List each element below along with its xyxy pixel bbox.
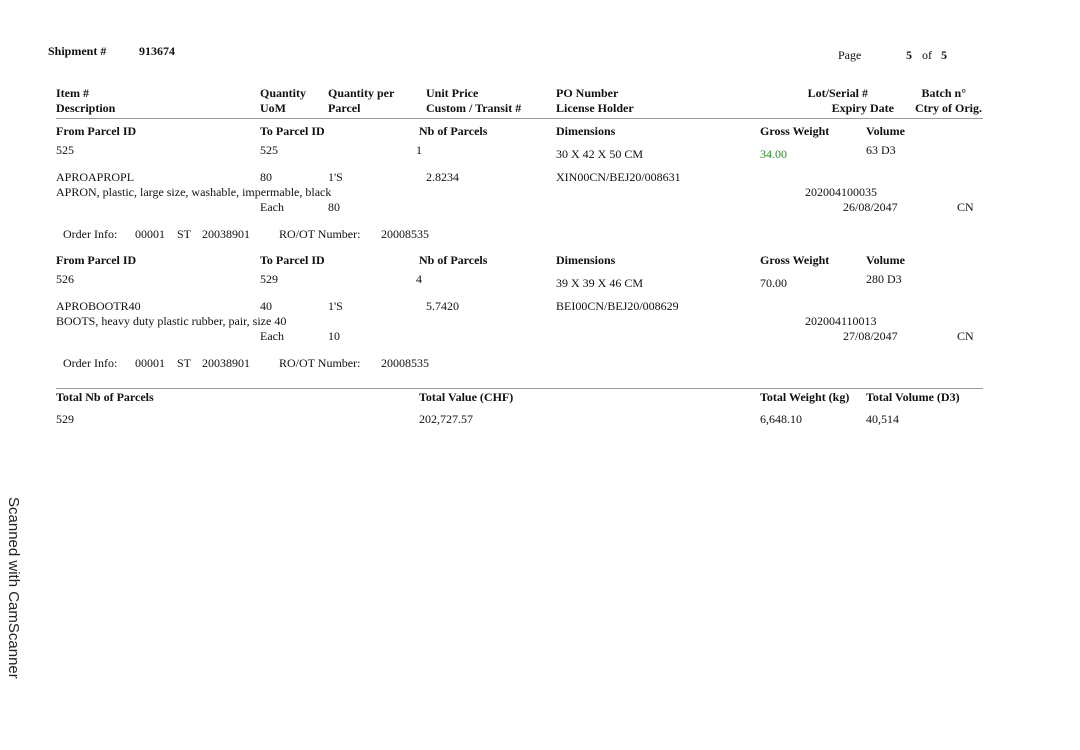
parcel-qty-value: 80 xyxy=(328,200,340,214)
order-code-3: 20038901 xyxy=(202,356,250,370)
shipment-number: 913674 xyxy=(139,44,175,58)
col-expiry-date: Expiry Date xyxy=(831,101,894,115)
unit-price-value: 2.8234 xyxy=(426,170,459,184)
gross-weight-header: Gross Weight xyxy=(760,124,830,138)
order-code-2: ST xyxy=(177,227,192,241)
gross-weight-value: 70.00 xyxy=(760,276,787,290)
from-parcel-value: 525 xyxy=(56,143,74,157)
col-uom: UoM xyxy=(260,101,286,115)
col-po-number: PO Number xyxy=(556,86,619,100)
item-description: APRON, plastic, large size, washable, im… xyxy=(56,185,332,199)
order-code-1: 00001 xyxy=(135,356,165,370)
col-qty-per: Quantity per xyxy=(328,86,395,100)
total-weight-value: 6,648.10 xyxy=(760,412,802,426)
lot-serial-value: 202004100035 xyxy=(805,185,877,199)
total-weight-label: Total Weight (kg) xyxy=(760,390,850,404)
dimensions-header: Dimensions xyxy=(556,253,616,267)
dimensions-value: 39 X 39 X 46 CM xyxy=(556,276,644,290)
volume-header: Volume xyxy=(866,253,905,267)
to-parcel-value: 525 xyxy=(260,143,278,157)
dimensions-header: Dimensions xyxy=(556,124,616,138)
to-parcel-header: To Parcel ID xyxy=(260,124,325,138)
expiry-date-value: 26/08/2047 xyxy=(843,200,898,214)
order-info-label: Order Info: xyxy=(63,227,118,241)
gross-weight-header: Gross Weight xyxy=(760,253,830,267)
po-number-value: BEI00CN/BEJ20/008629 xyxy=(556,299,679,313)
item-number: APROAPROPL xyxy=(56,170,135,184)
page-of: of xyxy=(922,48,932,62)
page-label: Page xyxy=(838,48,862,62)
po-number-value: XIN00CN/BEJ20/008631 xyxy=(556,170,681,184)
scanner-watermark: Scanned with CamScanner xyxy=(5,497,22,679)
col-item: Item # xyxy=(56,86,89,100)
ctry-value: CN xyxy=(957,200,974,214)
ro-ot-value: 20008535 xyxy=(381,356,429,370)
page-total: 5 xyxy=(941,48,947,62)
order-code-2: ST xyxy=(177,356,192,370)
unit-price-value: 5.7420 xyxy=(426,299,459,313)
expiry-date-value: 27/08/2047 xyxy=(843,329,898,343)
quantity-value: 40 xyxy=(260,299,272,313)
col-batch: Batch n° xyxy=(921,86,966,100)
col-quantity: Quantity xyxy=(260,86,307,100)
nb-parcels-header: Nb of Parcels xyxy=(419,253,488,267)
item-description: BOOTS, heavy duty plastic rubber, pair, … xyxy=(56,314,287,328)
col-custom-transit: Custom / Transit # xyxy=(426,101,522,115)
header-rule xyxy=(56,118,983,119)
col-lot-serial: Lot/Serial # xyxy=(807,86,868,100)
from-parcel-header: From Parcel ID xyxy=(56,253,137,267)
qty-per-value: 1'S xyxy=(328,299,343,313)
ro-ot-label: RO/OT Number: xyxy=(279,356,361,370)
ctry-value: CN xyxy=(957,329,974,343)
total-value-label: Total Value (CHF) xyxy=(419,390,514,404)
totals-rule xyxy=(56,388,983,389)
total-nb-label: Total Nb of Parcels xyxy=(56,390,154,404)
col-license-holder: License Holder xyxy=(556,101,634,115)
total-volume-label: Total Volume (D3) xyxy=(866,390,960,404)
volume-value: 63 D3 xyxy=(866,143,896,157)
to-parcel-value: 529 xyxy=(260,272,278,286)
dimensions-value: 30 X 42 X 50 CM xyxy=(556,147,644,161)
from-parcel-value: 526 xyxy=(56,272,74,286)
col-unit-price: Unit Price xyxy=(426,86,479,100)
nb-parcels-value: 1 xyxy=(416,143,422,157)
volume-value: 280 D3 xyxy=(866,272,902,286)
order-code-1: 00001 xyxy=(135,227,165,241)
ro-ot-value: 20008535 xyxy=(381,227,429,241)
shipment-label: Shipment # xyxy=(48,44,107,58)
total-value-value: 202,727.57 xyxy=(419,412,473,426)
col-ctry-orig: Ctry of Orig. xyxy=(915,101,982,115)
item-number: APROBOOTR40 xyxy=(56,299,141,313)
ro-ot-label: RO/OT Number: xyxy=(279,227,361,241)
to-parcel-header: To Parcel ID xyxy=(260,253,325,267)
total-nb-value: 529 xyxy=(56,412,74,426)
uom-value: Each xyxy=(260,329,284,343)
page-current: 5 xyxy=(906,48,912,62)
col-parcel: Parcel xyxy=(328,101,361,115)
volume-header: Volume xyxy=(866,124,905,138)
uom-value: Each xyxy=(260,200,284,214)
order-info-label: Order Info: xyxy=(63,356,118,370)
nb-parcels-value: 4 xyxy=(416,272,422,286)
gross-weight-value: 34.00 xyxy=(760,147,787,161)
parcel-qty-value: 10 xyxy=(328,329,340,343)
total-volume-value: 40,514 xyxy=(866,412,899,426)
order-code-3: 20038901 xyxy=(202,227,250,241)
lot-serial-value: 202004110013 xyxy=(805,314,877,328)
qty-per-value: 1'S xyxy=(328,170,343,184)
quantity-value: 80 xyxy=(260,170,272,184)
from-parcel-header: From Parcel ID xyxy=(56,124,137,138)
col-description: Description xyxy=(56,101,116,115)
nb-parcels-header: Nb of Parcels xyxy=(419,124,488,138)
